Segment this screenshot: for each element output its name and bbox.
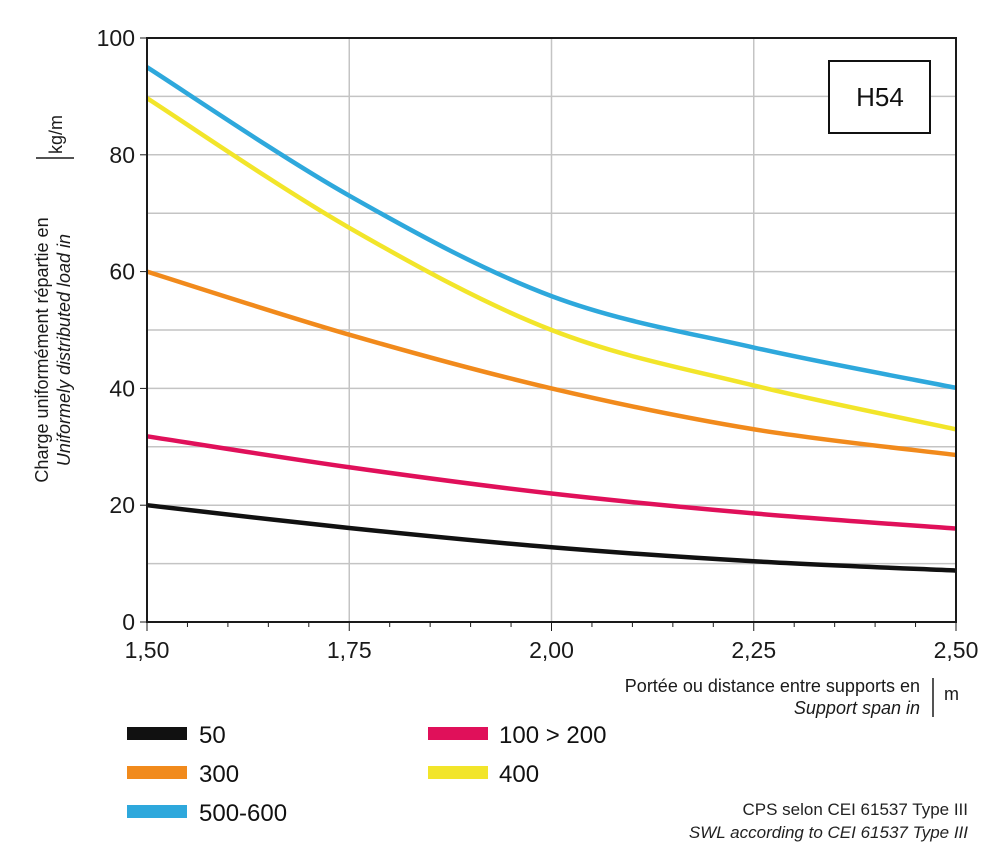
y-tick-label: 0: [122, 609, 135, 635]
legend-label-400: 400: [499, 761, 539, 788]
y-tick-label: 40: [109, 375, 135, 401]
legend: 50 100 > 200 300 400 500-600: [127, 722, 606, 827]
plot-frame: [146, 37, 957, 623]
x-tick-label: 2,00: [529, 637, 574, 663]
legend-label-300: 300: [199, 761, 239, 788]
footnote-fr: CPS selon CEI 61537 Type III: [742, 800, 968, 819]
x-axis-unit: m: [944, 684, 959, 704]
series-lines: [145, 65, 957, 573]
minor-ticks: [140, 37, 957, 631]
y-axis-label: Charge uniformément répartie en Uniforme…: [32, 217, 74, 482]
x-axis-label-fr: Portée ou distance entre supports en: [625, 676, 920, 696]
footnote-en: SWL according to CEI 61537 Type III: [689, 823, 968, 842]
legend-swatch-300: [127, 766, 187, 779]
series-line-50: [146, 502, 957, 573]
y-tick-label: 80: [109, 142, 135, 168]
y-tick-label: 20: [109, 492, 135, 518]
series-line-500-600: [145, 65, 957, 391]
y-tick-label: 100: [97, 25, 135, 51]
legend-label-50: 50: [199, 722, 226, 749]
series-line-300: [146, 269, 957, 458]
legend-swatch-100-200: [428, 727, 488, 740]
y-axis-label-fr: Charge uniformément répartie en: [32, 217, 52, 482]
series-line-400: [145, 96, 957, 432]
x-tick-label: 1,50: [125, 637, 170, 663]
legend-swatch-50: [127, 727, 187, 740]
y-axis-label-en: Uniformely distributed load in: [54, 234, 74, 466]
legend-label-500-600: 500-600: [199, 800, 287, 827]
legend-label-100-200: 100 > 200: [499, 722, 606, 749]
series-badge-text: H54: [856, 82, 904, 112]
series-badge-box: [828, 60, 931, 134]
x-tick-label: 1,75: [327, 637, 372, 663]
y-tick-label: 60: [109, 259, 135, 285]
legend-swatch-400: [428, 766, 488, 779]
legend-swatch-500-600: [127, 805, 187, 818]
series-line-100-200: [146, 434, 957, 531]
tick-labels: 1,50 1,75 2,00 2,25 2,50 0 20 40 60 80 100: [97, 25, 979, 663]
x-axis-label-en: Support span in: [794, 698, 920, 718]
x-tick-label: 2,50: [934, 637, 979, 663]
y-axis-unit: kg/m: [46, 115, 66, 154]
x-tick-label: 2,25: [731, 637, 776, 663]
